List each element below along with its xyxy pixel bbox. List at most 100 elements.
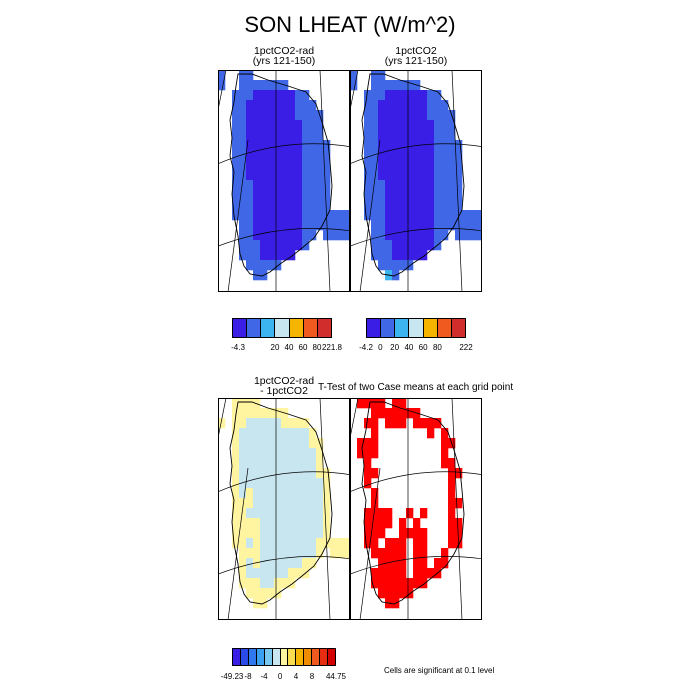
grid-cell <box>267 588 275 599</box>
grid-cell <box>295 428 303 439</box>
grid-cell <box>309 170 317 181</box>
grid-cell <box>378 558 386 569</box>
panel-2-title-line2: (yrs 121-150) <box>384 55 448 67</box>
grid-cell <box>385 190 393 201</box>
grid-cell <box>267 488 275 499</box>
grid-cell <box>385 170 393 181</box>
map-ttest <box>350 398 482 620</box>
grid-cell <box>281 90 289 101</box>
grid-cell <box>392 190 400 201</box>
grid-cell <box>399 200 407 211</box>
grid-cell <box>260 538 268 549</box>
grid-cell <box>462 230 470 241</box>
grid-cell <box>337 538 345 549</box>
grid-cell <box>371 170 379 181</box>
grid-cell <box>274 468 282 479</box>
grid-cell <box>364 130 372 141</box>
grid-cell <box>406 230 414 241</box>
colorbar-box <box>261 319 276 337</box>
grid-cell <box>364 478 372 489</box>
grid-cell <box>448 170 456 181</box>
grid-cell <box>281 558 289 569</box>
grid-cell <box>246 110 254 121</box>
grid-cell <box>309 110 317 121</box>
grid-cell <box>448 528 456 539</box>
grid-cell <box>448 508 456 519</box>
grid-cell <box>295 230 303 241</box>
grid-cell <box>239 528 247 539</box>
grid-cell <box>267 250 275 261</box>
grid-cell <box>295 160 303 171</box>
colorbar-1pctco2-rad <box>232 318 332 338</box>
grid-cell <box>323 170 331 181</box>
grid-cell <box>267 170 275 181</box>
grid-cell <box>239 438 247 449</box>
grid-cell <box>309 508 317 519</box>
grid-cell <box>385 418 393 429</box>
panel-2-title: 1pctCO2 (yrs 121-150) <box>350 46 482 67</box>
grid-cell <box>441 100 449 111</box>
grid-cell <box>448 190 456 201</box>
grid-cell <box>399 140 407 151</box>
grid-cell <box>364 528 372 539</box>
grid-cell <box>281 548 289 559</box>
grid-cell <box>239 398 247 409</box>
grid-cell <box>260 120 268 131</box>
grid-cell <box>274 498 282 509</box>
grid-cell <box>399 240 407 251</box>
grid-cell <box>399 548 407 559</box>
grid-cell <box>385 568 393 579</box>
grid-cell <box>274 140 282 151</box>
grid-cell <box>246 408 254 419</box>
grid-cell <box>316 190 324 201</box>
colorbar-2-labels: -4.2 0 20 40 60 80 222 <box>359 343 473 355</box>
grid-cell <box>246 180 254 191</box>
grid-cell <box>434 150 442 161</box>
grid-cell <box>392 558 400 569</box>
grid-cell <box>323 518 331 529</box>
grid-cell <box>420 558 428 569</box>
grid-cell <box>385 538 393 549</box>
grid-cell <box>302 418 310 429</box>
grid-cell <box>357 398 365 409</box>
grid-cell <box>344 548 350 559</box>
grid-cell <box>302 150 310 161</box>
grid-cell <box>399 408 407 419</box>
grid-cell <box>392 80 400 91</box>
grid-cell <box>392 90 400 101</box>
grid-cell <box>371 408 379 419</box>
grid-cell <box>281 230 289 241</box>
grid-cell <box>309 220 317 231</box>
grid-cell <box>392 548 400 559</box>
grid-cell <box>295 438 303 449</box>
grid-cell <box>378 80 386 91</box>
grid-cell <box>385 518 393 529</box>
grid-cell <box>239 518 247 529</box>
grid-cell <box>295 568 303 579</box>
grid-cell <box>364 438 372 449</box>
grid-cell <box>448 200 456 211</box>
grid-cell <box>288 150 296 161</box>
grid-cell <box>371 100 379 111</box>
grid-cell <box>455 230 463 241</box>
grid-cell <box>406 200 414 211</box>
grid-cell <box>441 220 449 231</box>
grid-cell <box>420 250 428 261</box>
grid-cell <box>281 130 289 141</box>
grid-cell <box>281 250 289 261</box>
grid-cell <box>413 220 421 231</box>
grid-cell <box>260 488 268 499</box>
grid-cell <box>364 160 372 171</box>
grid-cell <box>239 230 247 241</box>
grid-cell <box>274 190 282 201</box>
grid-cell <box>232 190 240 201</box>
colorbar-box <box>247 319 262 337</box>
grid-cell <box>364 398 372 409</box>
grid-cell <box>246 160 254 171</box>
grid-cell <box>267 160 275 171</box>
grid-cell <box>413 250 421 261</box>
grid-cell <box>267 220 275 231</box>
grid-cell <box>427 568 435 579</box>
colorbar-box <box>256 649 265 665</box>
grid-cell <box>413 558 421 569</box>
